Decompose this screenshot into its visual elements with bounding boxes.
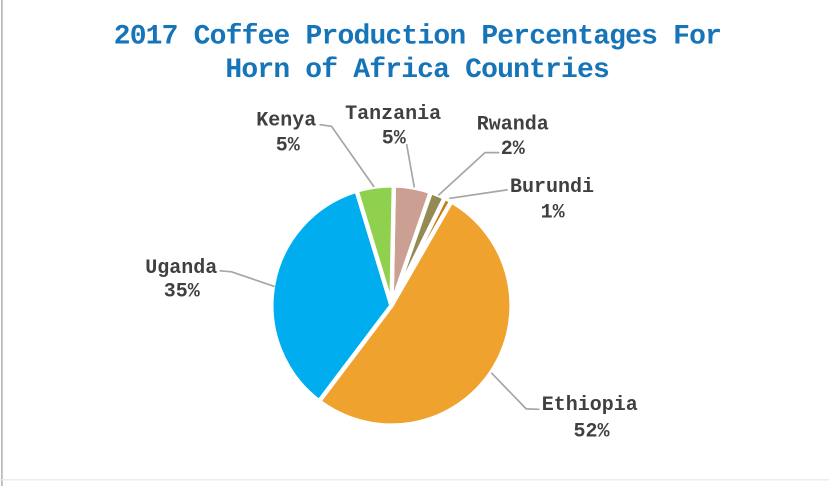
svg-text:5%: 5% xyxy=(382,128,407,151)
svg-text:2%: 2% xyxy=(501,138,526,161)
svg-text:35%: 35% xyxy=(164,280,201,303)
svg-text:1%: 1% xyxy=(541,201,566,224)
svg-text:Rwanda: Rwanda xyxy=(477,113,549,136)
svg-text:Uganda: Uganda xyxy=(145,257,217,280)
svg-text:Burundi: Burundi xyxy=(510,176,594,199)
svg-text:Ethiopia: Ethiopia xyxy=(542,394,638,417)
svg-text:2017 Coffee Production Percent: 2017 Coffee Production Percentages For xyxy=(114,22,721,53)
svg-text:Horn of Africa Countries: Horn of Africa Countries xyxy=(225,55,609,86)
svg-text:Kenya: Kenya xyxy=(256,110,316,133)
svg-text:5%: 5% xyxy=(276,134,301,157)
svg-text:Tanzania: Tanzania xyxy=(345,103,441,126)
svg-text:52%: 52% xyxy=(573,420,610,443)
